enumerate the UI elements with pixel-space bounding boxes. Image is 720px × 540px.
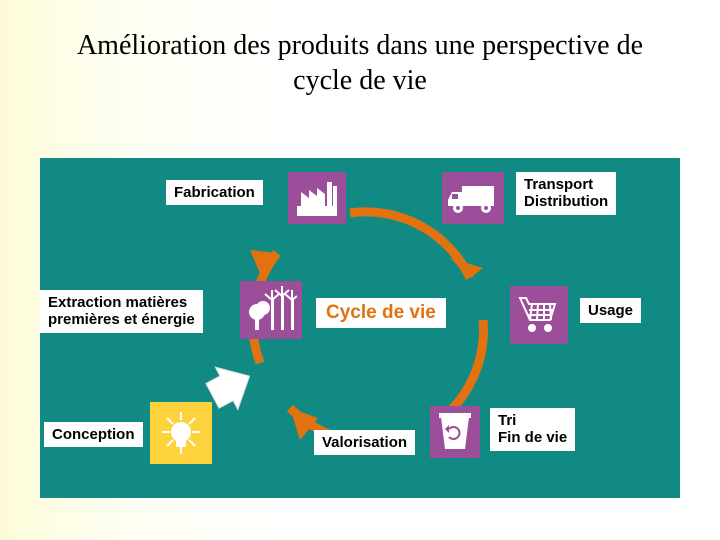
page-title: Amélioration des produits dans une persp… [0, 0, 720, 106]
energy-icon [240, 281, 302, 339]
truck-icon [442, 172, 504, 224]
label-conception: Conception [44, 422, 143, 447]
label-center: Cycle de vie [316, 298, 446, 328]
label-valorisation: Valorisation [314, 430, 415, 455]
cart-icon [510, 286, 568, 344]
conception-arrow-icon [200, 356, 270, 416]
factory-icon [288, 172, 346, 224]
label-usage: Usage [580, 298, 641, 323]
label-transport: Transport Distribution [516, 172, 616, 215]
label-tri: Tri Fin de vie [490, 408, 575, 451]
lifecycle-diagram: Fabrication Transport Distribution Extra… [40, 158, 680, 498]
label-fabrication: Fabrication [166, 180, 263, 205]
bin-icon [430, 406, 480, 458]
label-extraction: Extraction matières premières et énergie [40, 290, 203, 333]
